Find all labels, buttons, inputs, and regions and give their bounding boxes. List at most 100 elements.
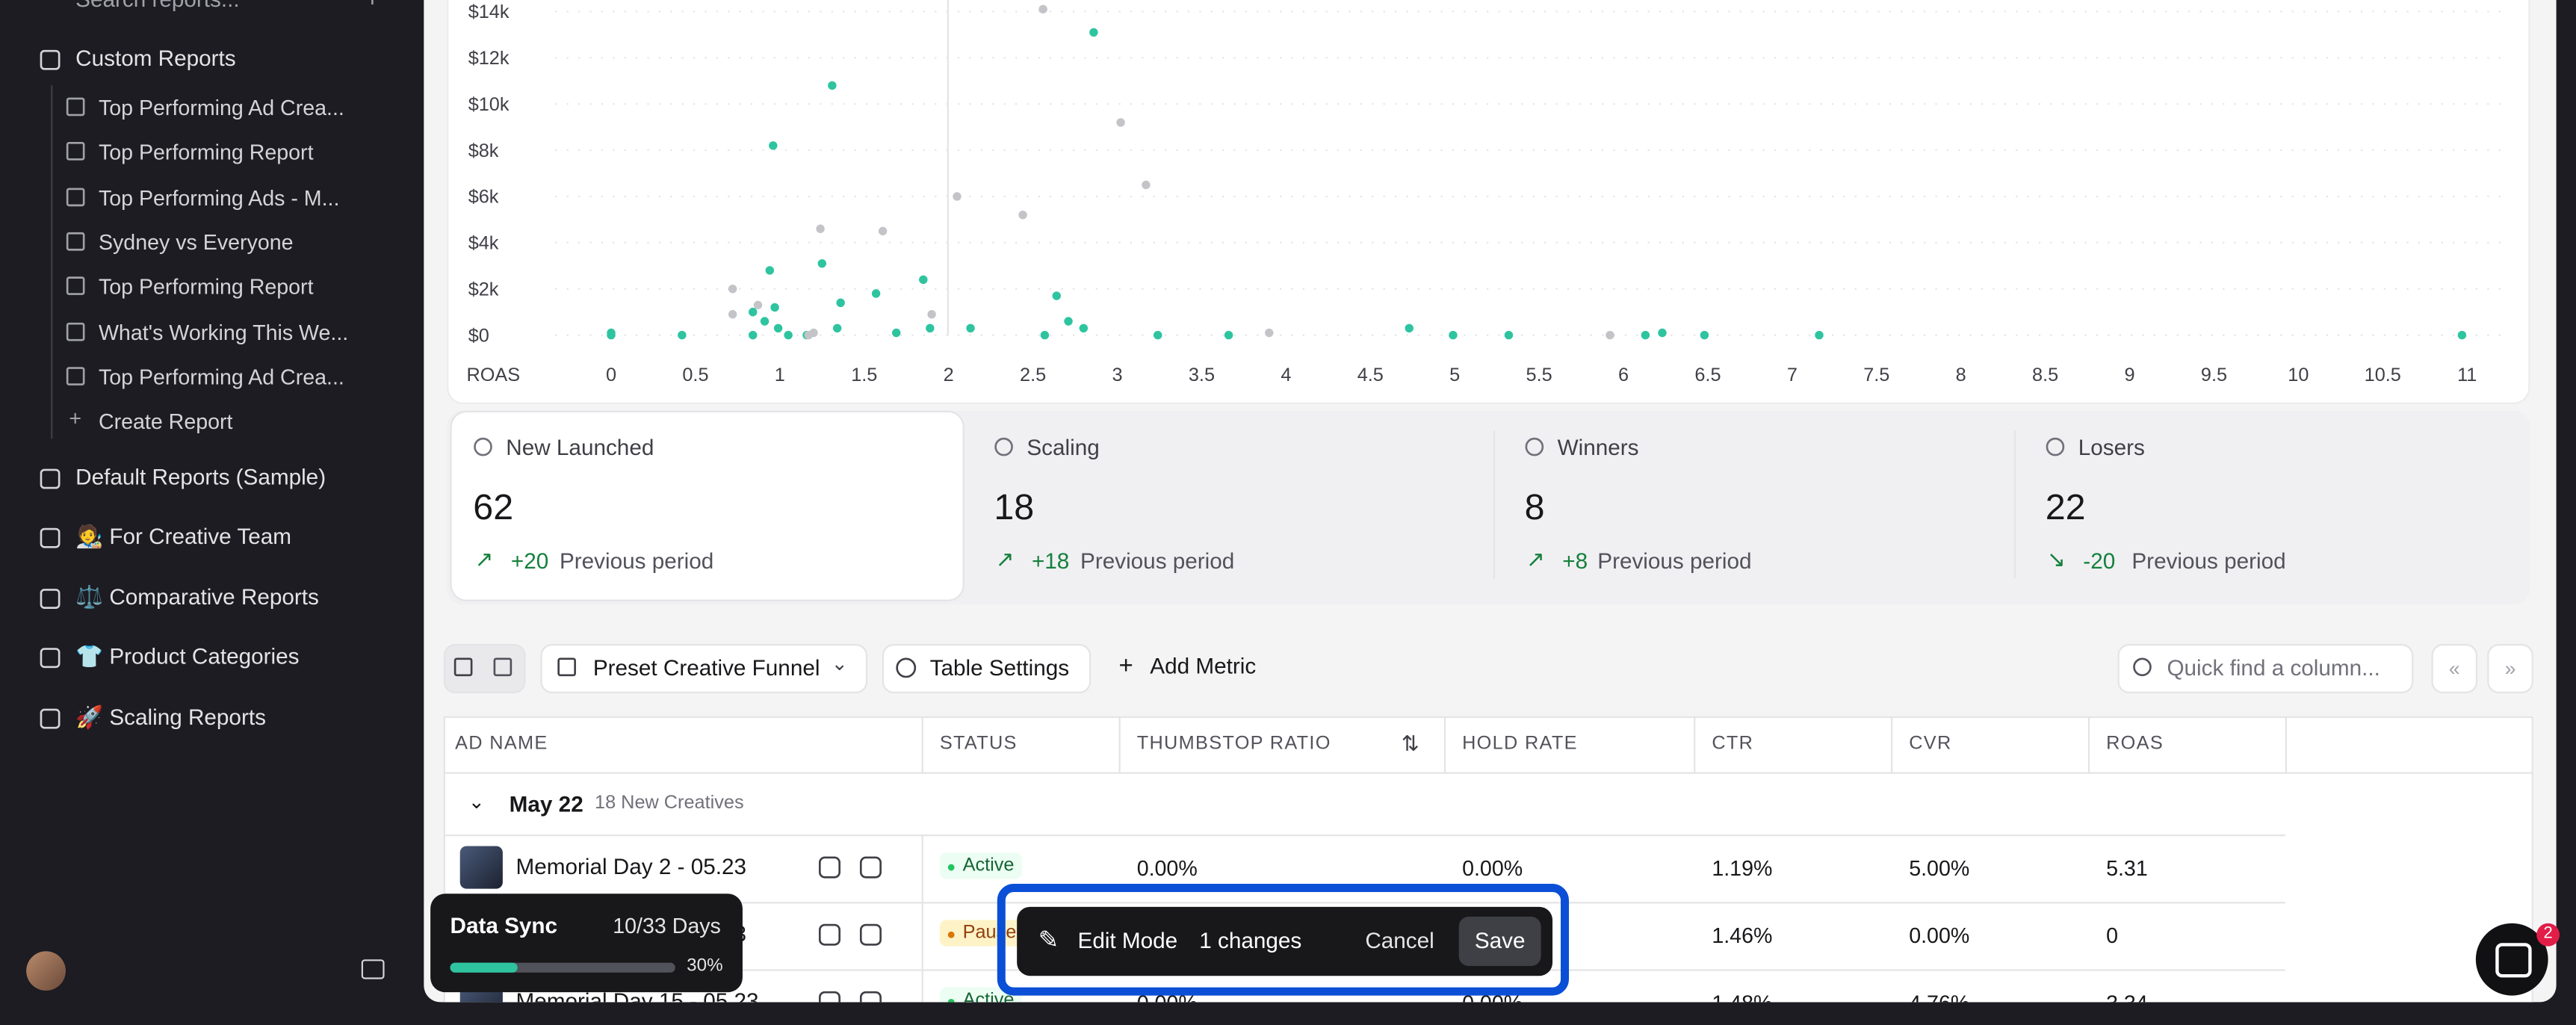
sync-days: 10/33 Days bbox=[613, 913, 721, 938]
icon bbox=[66, 232, 85, 251]
page-prev[interactable]: « bbox=[2431, 644, 2478, 693]
status-dot bbox=[947, 864, 955, 871]
table-settings[interactable]: Table Settings bbox=[882, 644, 1092, 693]
folder[interactable]: Default Reports (Sample) bbox=[75, 465, 326, 490]
icon-shape bbox=[453, 657, 473, 677]
ad-name[interactable]: Memorial Day 15 - 05.23 bbox=[515, 988, 759, 1003]
x-tick-label: 2 bbox=[944, 365, 954, 385]
x-tick-label: 7 bbox=[1787, 365, 1798, 385]
icon-shape bbox=[859, 991, 882, 1003]
x-tick-label: 3.5 bbox=[1189, 365, 1215, 385]
trend-icon: ↗ bbox=[474, 547, 494, 572]
card-label: Winners bbox=[1557, 435, 1639, 460]
icon-shape bbox=[859, 856, 882, 879]
search-input[interactable]: Search reports... bbox=[75, 0, 239, 11]
icon-shape bbox=[896, 657, 917, 678]
create-report[interactable]: Create Report bbox=[98, 409, 233, 434]
cell-divider bbox=[921, 969, 923, 1003]
ad-name[interactable]: Memorial Day 2 - 05.23 bbox=[515, 854, 747, 879]
column-search[interactable]: Quick find a column... bbox=[2117, 644, 2414, 693]
folder[interactable]: Custom Reports bbox=[75, 46, 236, 71]
icon bbox=[994, 437, 1013, 456]
edit-changes: 1 changes bbox=[1199, 928, 1302, 953]
cell: 1.46% bbox=[1712, 923, 1773, 948]
icon bbox=[66, 97, 85, 117]
row-line bbox=[443, 902, 2285, 904]
data-point bbox=[832, 323, 842, 333]
data-point bbox=[1018, 210, 1027, 220]
data-point bbox=[1040, 330, 1050, 340]
cell: 0.00% bbox=[1909, 923, 1970, 948]
icon-shape bbox=[994, 437, 1013, 456]
page-next[interactable]: » bbox=[2487, 644, 2533, 693]
help-icon[interactable] bbox=[361, 959, 385, 979]
add-button[interactable]: + bbox=[365, 0, 380, 15]
data-point bbox=[817, 258, 827, 268]
data-point bbox=[1265, 328, 1274, 338]
icon bbox=[474, 437, 492, 456]
data-point bbox=[749, 330, 758, 340]
pencil-icon: ✎ bbox=[1038, 926, 1059, 955]
data-point bbox=[1658, 328, 1667, 338]
cell: 0.00% bbox=[1462, 855, 1523, 881]
column-divider bbox=[2087, 716, 2090, 774]
column-header[interactable]: ROAS bbox=[2106, 734, 2164, 755]
column-header[interactable]: CTR bbox=[1712, 734, 1754, 755]
data-point bbox=[1038, 4, 1047, 14]
icon bbox=[40, 468, 61, 489]
data-point bbox=[953, 192, 962, 201]
sort-icon[interactable]: ⇅ bbox=[1401, 731, 1421, 756]
x-tick-label: 11 bbox=[2457, 365, 2477, 385]
x-tick-label: 8 bbox=[1956, 365, 1966, 385]
icon bbox=[66, 187, 85, 206]
icon bbox=[818, 856, 840, 879]
progress-label: 30% bbox=[687, 956, 723, 976]
report-item[interactable]: Top Performing Ads - M... bbox=[98, 185, 340, 210]
x-tick-label: 7.5 bbox=[1863, 365, 1889, 385]
card-label: Losers bbox=[2078, 435, 2145, 460]
column-divider bbox=[1443, 716, 1446, 774]
report-item[interactable]: Top Performing Report bbox=[98, 274, 314, 300]
plus-icon: + bbox=[1118, 651, 1133, 681]
icon bbox=[1525, 437, 1544, 456]
column-header[interactable]: AD NAME bbox=[455, 734, 548, 755]
row-line bbox=[443, 834, 2285, 837]
column-header[interactable]: CVR bbox=[1909, 734, 1952, 755]
icon-shape bbox=[40, 468, 61, 489]
x-tick-label: 9.5 bbox=[2201, 365, 2227, 385]
x-tick-label: 9 bbox=[2125, 365, 2135, 385]
card-value: 22 bbox=[2045, 486, 2086, 527]
collapse-icon[interactable]: ⌄ bbox=[468, 790, 485, 814]
card-note: Previous period bbox=[559, 548, 714, 574]
save-button[interactable]: Save bbox=[1458, 917, 1541, 967]
cancel-button[interactable]: Cancel bbox=[1365, 928, 1434, 953]
data-point bbox=[1089, 28, 1098, 37]
view-toggle[interactable] bbox=[443, 644, 526, 693]
x-tick-label: 3 bbox=[1112, 365, 1122, 385]
avatar[interactable] bbox=[26, 951, 66, 991]
data-point bbox=[765, 266, 775, 275]
column-header[interactable]: HOLD RATE bbox=[1462, 734, 1578, 755]
folder[interactable]: 🚀 Scaling Reports bbox=[75, 704, 266, 729]
x-tick-label: 8.5 bbox=[2032, 365, 2058, 385]
cell: 5.31 bbox=[2106, 855, 2148, 881]
icon bbox=[66, 276, 85, 296]
report-item[interactable]: Sydney vs Everyone bbox=[98, 229, 294, 255]
report-item[interactable]: Top Performing Ad Crea... bbox=[98, 364, 344, 389]
folder[interactable]: 👕 Product Categories bbox=[75, 644, 300, 669]
column-header[interactable]: STATUS bbox=[939, 734, 1018, 755]
report-item[interactable]: What's Working This We... bbox=[98, 319, 349, 344]
chat-button[interactable] bbox=[2475, 923, 2548, 996]
folder[interactable]: ⚖️ Comparative Reports bbox=[75, 584, 319, 610]
preset-dropdown[interactable]: Preset Creative Funnel bbox=[540, 644, 868, 693]
folder[interactable]: 🧑‍🎨 For Creative Team bbox=[75, 524, 292, 550]
status-dot bbox=[947, 931, 955, 938]
report-item[interactable]: Top Performing Ad Crea... bbox=[98, 95, 344, 120]
icon bbox=[66, 321, 85, 341]
data-point bbox=[773, 323, 783, 333]
icon bbox=[40, 588, 61, 609]
add-metric[interactable]: Add Metric bbox=[1150, 654, 1257, 679]
report-item[interactable]: Top Performing Report bbox=[98, 140, 314, 165]
column-header[interactable]: THUMBSTOP RATIO bbox=[1136, 734, 1331, 755]
x-tick-label: 10.5 bbox=[2365, 365, 2401, 385]
